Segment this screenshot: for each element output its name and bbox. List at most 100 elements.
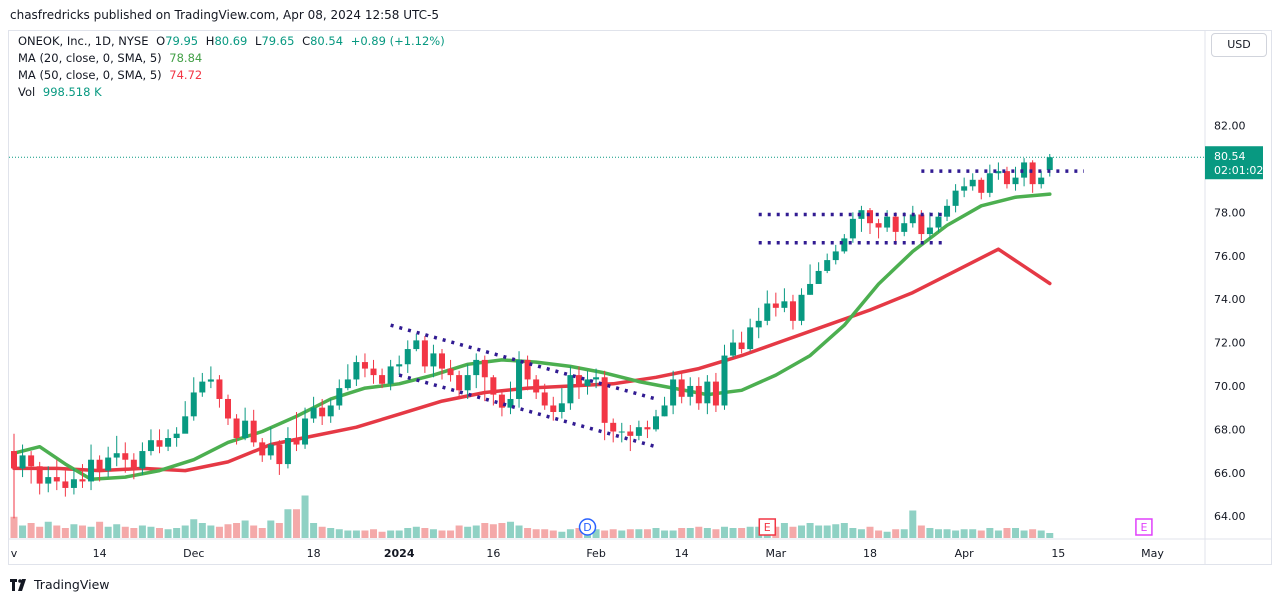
low-value: 79.65 (261, 34, 295, 48)
volume-bar (104, 526, 112, 538)
ma50-value: 74.72 (169, 68, 203, 82)
volume-legend[interactable]: Vol 998.518 K (18, 84, 106, 101)
earnings-future-marker-label: E (1140, 521, 1147, 534)
x-tick-label: 2024 (384, 547, 415, 560)
candle-body (370, 368, 377, 376)
candle-body (764, 303, 771, 321)
y-tick-label: 64.00 (1214, 510, 1246, 523)
x-tick-label: 14 (93, 547, 107, 560)
volume-bar (661, 530, 669, 538)
volume-bar (618, 530, 626, 538)
volume-bar (455, 525, 463, 538)
volume-bar (969, 529, 977, 538)
ma20-label: MA (20, close, 0, SMA, 5) (18, 51, 162, 65)
candle-body (747, 327, 754, 350)
dividend-marker-icon (578, 518, 597, 536)
volume-bar (318, 526, 326, 538)
currency-button[interactable]: USD (1211, 33, 1267, 57)
earnings-future-marker-icon (1135, 518, 1153, 536)
symbol-name[interactable]: ONEOK, Inc., 1D, NYSE (18, 34, 149, 48)
candle-body (541, 392, 548, 406)
volume-bar (678, 528, 686, 538)
candle-body (490, 377, 497, 395)
x-tick-label: Feb (586, 547, 605, 560)
candle-body (550, 405, 557, 412)
x-tick-label: Mar (765, 547, 786, 560)
volume-bar (250, 525, 258, 538)
candle-body (96, 459, 103, 471)
change-value: +0.89 (+1.12%) (350, 34, 445, 48)
volume-bar (798, 525, 806, 538)
ma20-line (12, 192, 1052, 482)
candle-body (952, 190, 959, 206)
pattern-upper-channel (390, 323, 657, 401)
volume-bar (258, 528, 266, 538)
candle-body (267, 444, 274, 456)
candle-body (421, 340, 428, 367)
volume-bar (857, 529, 865, 538)
candle-body (88, 459, 95, 482)
candle-body (207, 379, 214, 382)
candle-body (1046, 157, 1053, 171)
candle-body (712, 381, 719, 406)
volume-bar (173, 528, 181, 538)
volume-bar (900, 529, 908, 538)
volume-bar (61, 528, 69, 538)
candle-body (978, 179, 985, 193)
low-label: L (255, 34, 262, 48)
candle-body (379, 375, 386, 384)
ma20-value: 78.84 (169, 51, 203, 65)
volume-bar (481, 523, 489, 538)
candle-body (755, 320, 762, 328)
candle-body (1012, 177, 1019, 185)
volume-bar (361, 530, 369, 538)
volume-bar (421, 528, 429, 538)
candle-body (867, 210, 873, 224)
volume-bar (575, 528, 583, 538)
volume-bar (643, 529, 651, 538)
candle-body (70, 479, 77, 488)
volume-bar (429, 529, 437, 538)
volume-bar (892, 529, 900, 538)
candle-body (824, 260, 831, 271)
candle-body (507, 398, 514, 408)
price-chart[interactable]: 64.00 66.00 68.00 70.00 72.00 74.00 76.00 78.00… (9, 31, 1271, 564)
candle-body (575, 375, 582, 386)
candle-body (36, 466, 43, 484)
footer-brand[interactable]: TradingView (10, 577, 110, 592)
candle-body (1038, 177, 1045, 185)
volume-bar (524, 528, 532, 538)
volume-bar (301, 495, 309, 538)
ma20-legend[interactable]: MA (20, close, 0, SMA, 5) 78.84 (18, 50, 206, 67)
volume-bar (130, 528, 138, 538)
ma50-line (12, 247, 1052, 473)
candle-body (789, 301, 796, 321)
candle-body (473, 359, 480, 376)
candle-body (986, 173, 993, 193)
candle-body (875, 223, 882, 228)
candle-body (926, 227, 933, 235)
volume-bar (1020, 530, 1028, 538)
y-tick-label: 78.00 (1214, 206, 1246, 219)
volume-label: Vol (18, 85, 36, 99)
chart-frame[interactable]: 64.00 66.00 68.00 70.00 72.00 74.00 76.00 78.00… (8, 30, 1272, 565)
volume-bar (1029, 529, 1037, 538)
candle-body (361, 362, 368, 369)
candle-body (225, 398, 231, 419)
volume-bar (292, 509, 300, 538)
high-label: H (205, 34, 215, 48)
volume-bar (840, 523, 848, 538)
candle-body (695, 385, 702, 404)
candle-body (165, 438, 172, 447)
candle-body (918, 214, 925, 235)
candle-body (1003, 171, 1010, 185)
volume-bar (626, 529, 634, 538)
candle-body (404, 349, 411, 365)
candle-body (558, 403, 565, 412)
ma50-legend[interactable]: MA (50, close, 0, SMA, 5) 74.72 (18, 67, 206, 84)
candle-body (961, 186, 968, 191)
volume-bar (36, 526, 44, 538)
volume-bar (190, 519, 198, 538)
candle-body (884, 216, 891, 228)
candle-body (772, 303, 779, 308)
